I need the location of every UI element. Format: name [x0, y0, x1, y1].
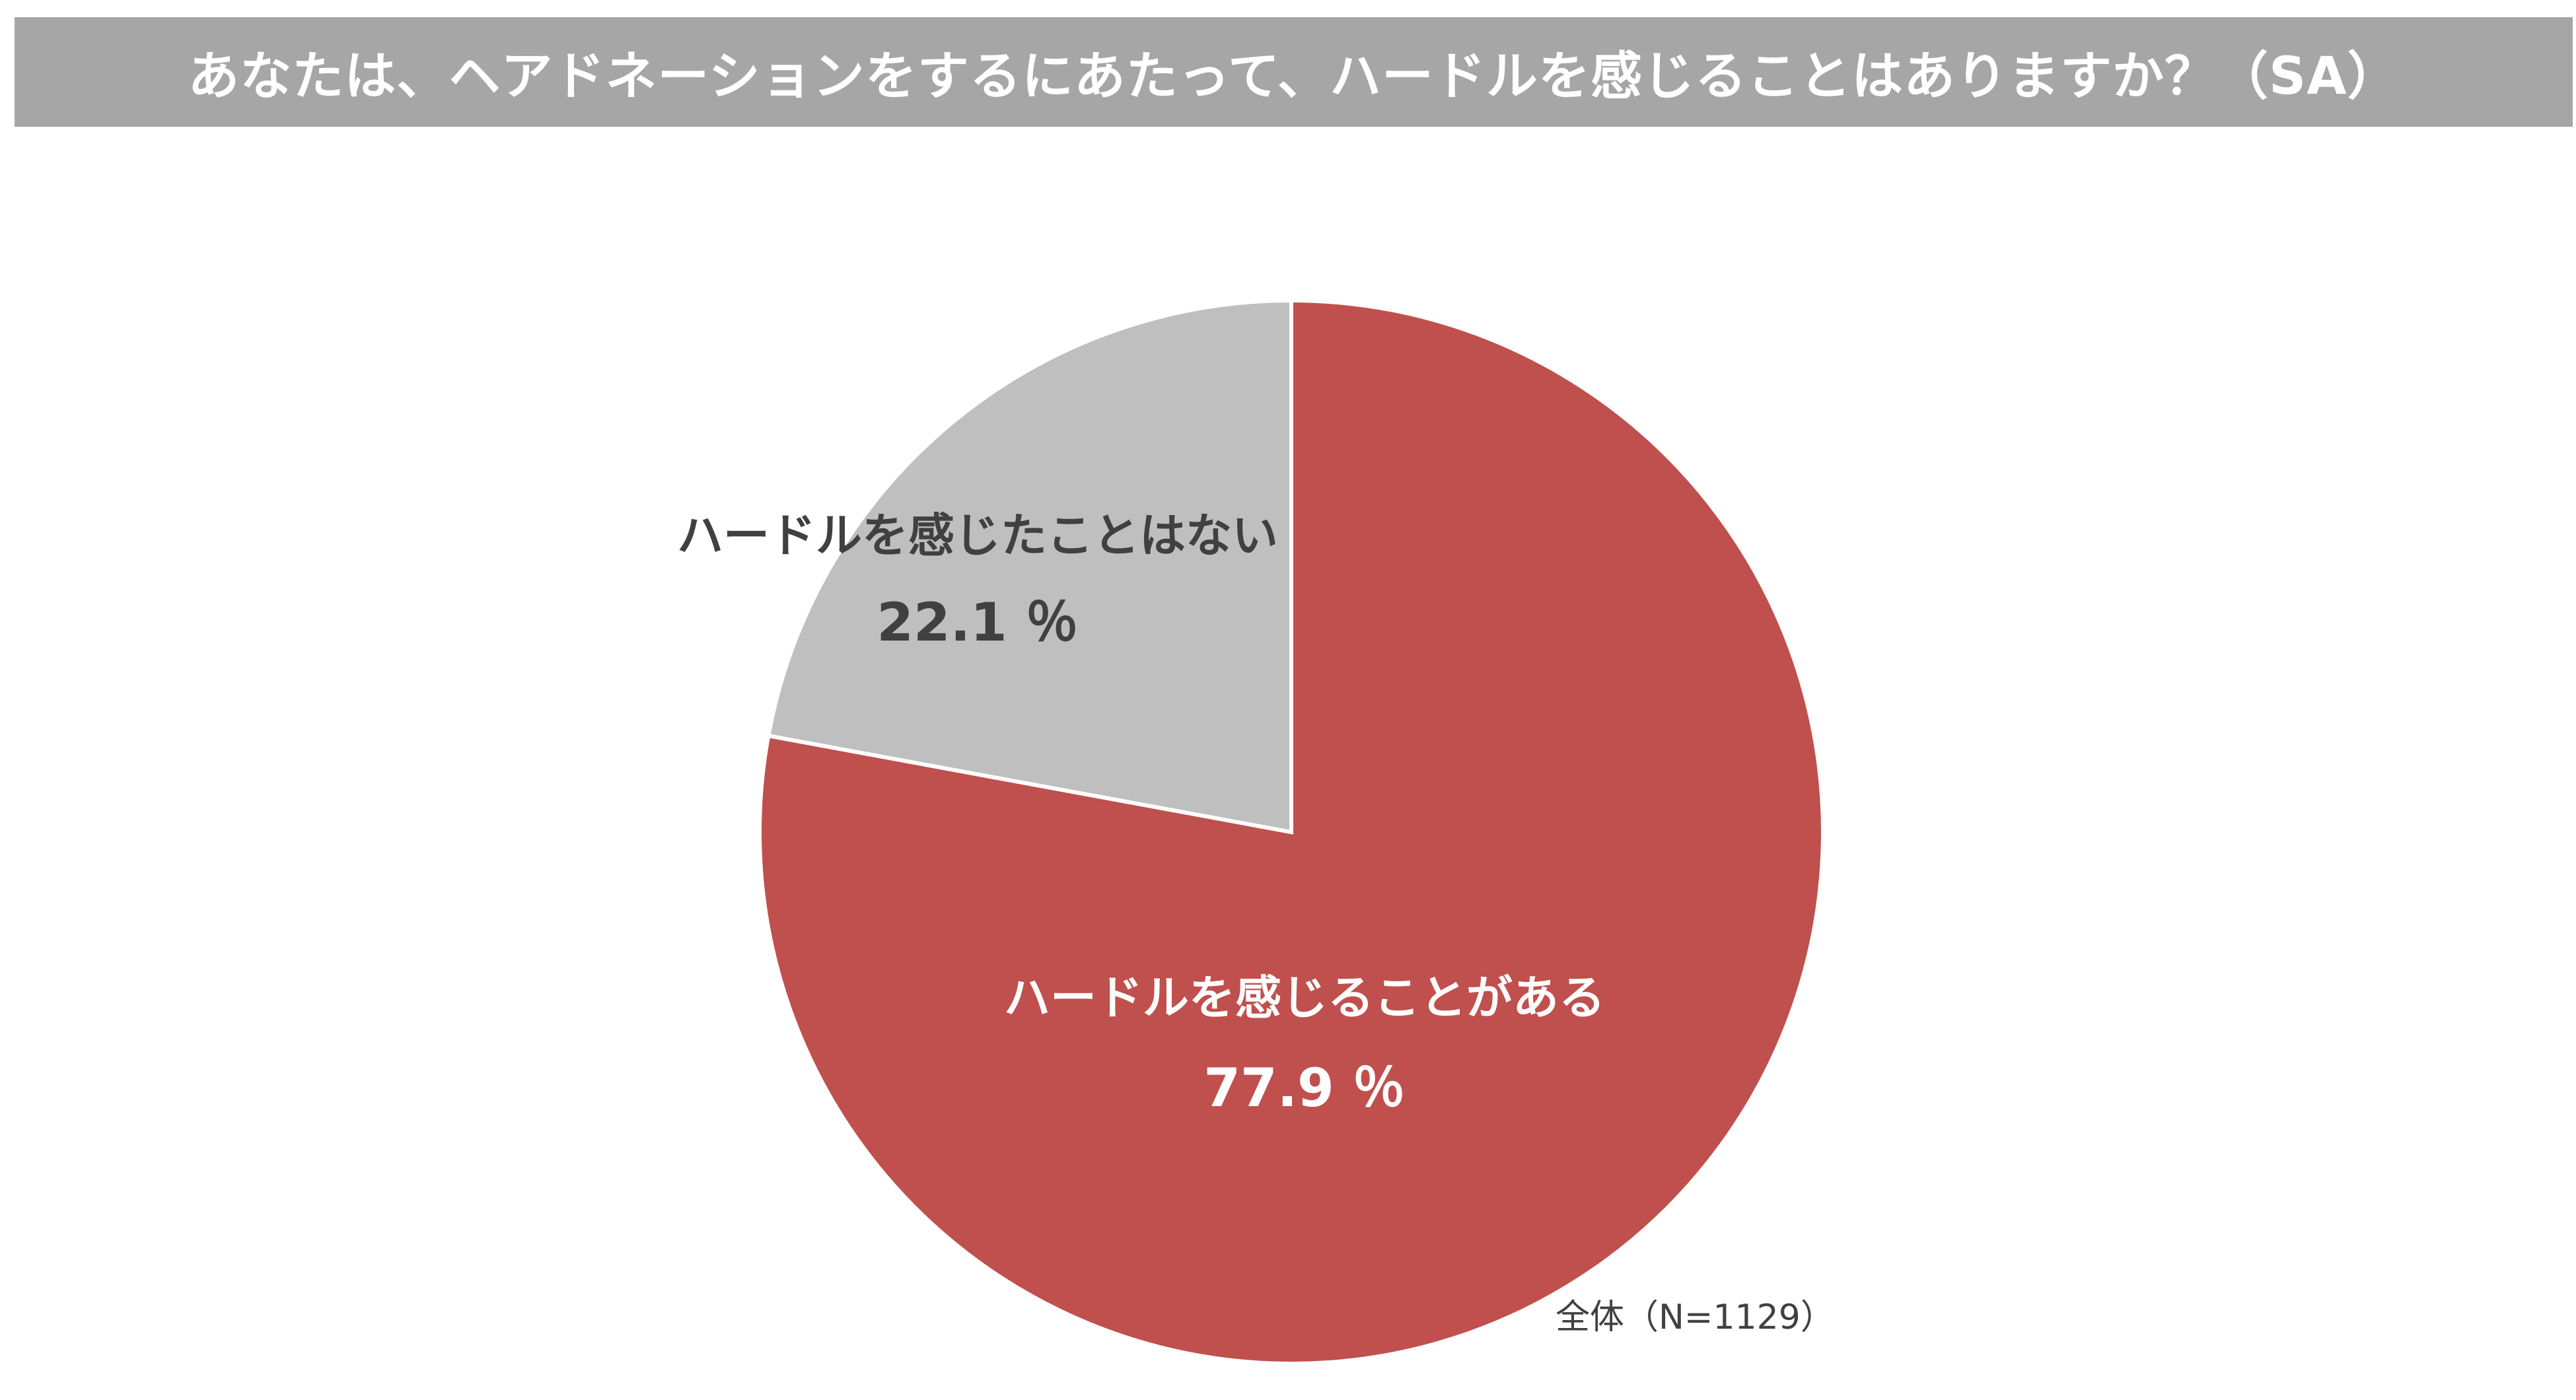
pie-slices — [758, 298, 1825, 1366]
title-bar: あなたは、ヘアドネーションをするにあたって、ハードルを感じることはありますか？（… — [15, 17, 2573, 127]
slice-value-2: 22.1 ％ — [877, 592, 1078, 653]
pie-labels: ハードルを感じることがある 77.9 ％ ハードルを感じたことはない 22.1 ％ — [677, 508, 1605, 1119]
sample-size-note: 全体（N=1129） — [1556, 1298, 1835, 1337]
chart-title: あなたは、ヘアドネーションをするにあたって、ハードルを感じることはありますか？（… — [188, 47, 2400, 106]
slice-label-2: ハードルを感じたことはない — [677, 508, 1278, 563]
slice-label-1: ハードルを感じることがある — [1004, 971, 1605, 1025]
pie-slice-1 — [758, 298, 1825, 1366]
slice-value-1: 77.9 ％ — [1203, 1057, 1405, 1119]
pie-slice-2 — [766, 298, 1293, 835]
